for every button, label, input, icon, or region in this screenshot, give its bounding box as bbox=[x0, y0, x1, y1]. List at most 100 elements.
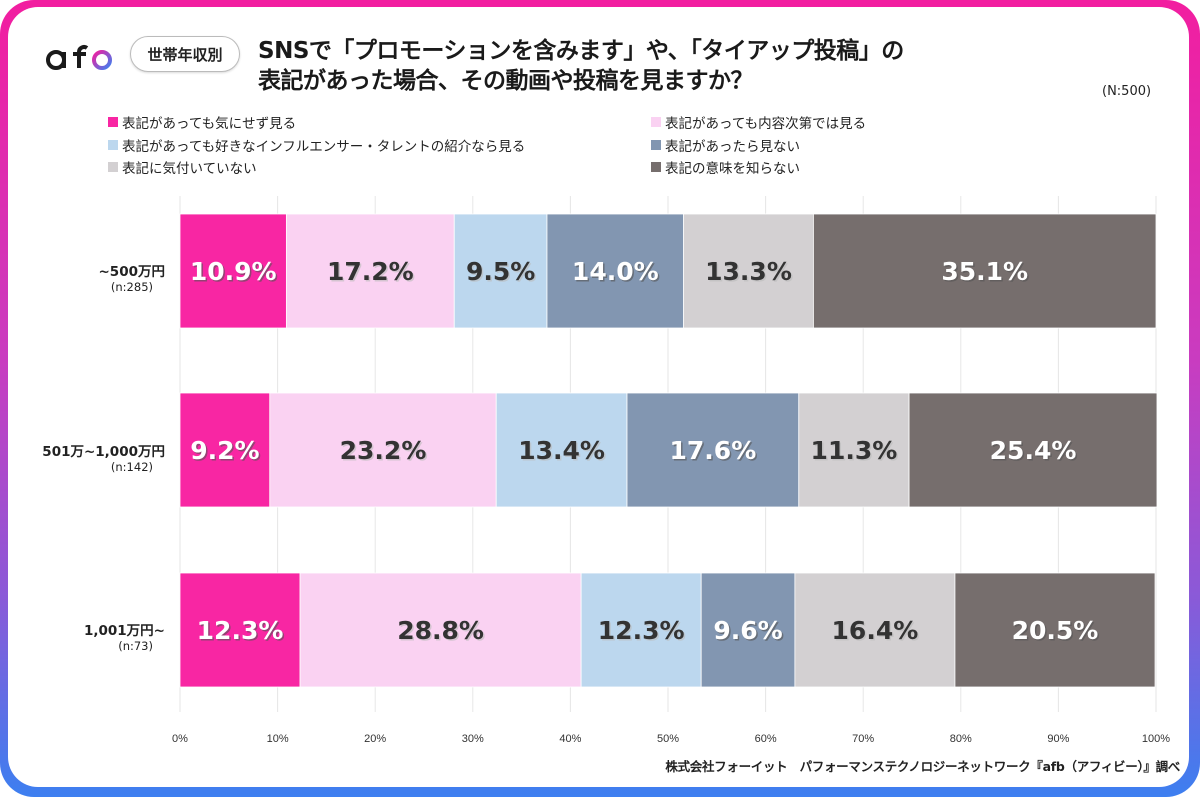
legend-label: 表記があっても好きなインフルエンサー・タレントの紹介なら見る bbox=[122, 138, 526, 155]
data-label-shadow: 13.3% bbox=[707, 259, 794, 288]
data-label-shadow: 20.5% bbox=[1013, 618, 1100, 647]
data-label-shadow: 35.1% bbox=[943, 259, 1030, 288]
legend-left: 表記があっても気にせず見る 表記があっても好きなインフルエンサー・タレントの紹介… bbox=[108, 111, 525, 179]
x-tick-label: 60% bbox=[755, 733, 777, 745]
data-label-shadow: 23.2% bbox=[341, 438, 428, 467]
data-label: 12.3% bbox=[197, 616, 284, 645]
data-label: 35.1% bbox=[941, 257, 1028, 286]
x-tick-label: 90% bbox=[1047, 733, 1069, 745]
legend-item: 表記があっても好きなインフルエンサー・タレントの紹介なら見る bbox=[108, 134, 525, 157]
legend-item: 表記の意味を知らない bbox=[651, 156, 866, 179]
x-tick-label: 20% bbox=[364, 733, 386, 745]
x-tick-label: 50% bbox=[657, 733, 679, 745]
category-label: 501万~1,000万円 (n:142) bbox=[15, 440, 165, 474]
data-label-shadow: 12.3% bbox=[198, 618, 285, 647]
data-label: 12.3% bbox=[598, 616, 685, 645]
data-label-shadow: 9.2% bbox=[192, 438, 261, 467]
category-n: (n:142) bbox=[110, 460, 153, 474]
category-name: 1,001万円~ bbox=[83, 623, 165, 639]
data-label-shadow: 25.4% bbox=[991, 438, 1078, 467]
bar-segment bbox=[700, 572, 796, 688]
legend-swatch bbox=[651, 139, 661, 150]
data-label: 17.6% bbox=[670, 436, 757, 465]
data-label-shadow: 11.3% bbox=[812, 438, 899, 467]
title-line-1: SNSで「プロモーションを含みます」や、「タイアップ投稿」の bbox=[258, 38, 904, 64]
bar-segment bbox=[626, 392, 800, 508]
bar-segment bbox=[908, 392, 1158, 508]
legend-item: 表記があっても内容次第では見る bbox=[651, 111, 866, 134]
legend-item: 表記に気付いていない bbox=[108, 156, 525, 179]
bar-segment bbox=[683, 213, 814, 329]
data-label: 20.5% bbox=[1012, 616, 1099, 645]
x-tick-label: 30% bbox=[462, 733, 484, 745]
x-tick-label: 40% bbox=[559, 733, 581, 745]
category-name: ~500万円 bbox=[98, 264, 166, 280]
legend-swatch bbox=[651, 162, 661, 173]
data-label-shadow: 28.8% bbox=[399, 618, 486, 647]
x-tick-label: 80% bbox=[950, 733, 972, 745]
data-label: 16.4% bbox=[832, 616, 919, 645]
bar-segment bbox=[269, 392, 497, 508]
bar-segment bbox=[546, 213, 685, 329]
bar-segment bbox=[495, 392, 628, 508]
data-label-shadow: 9.6% bbox=[715, 618, 784, 647]
category-label: 1,001万円~ (n:73) bbox=[15, 619, 165, 653]
bar-segment bbox=[794, 572, 956, 688]
title-line-2: 表記があった場合、その動画や投稿を見ますか？ bbox=[258, 68, 754, 94]
category-label: ~500万円 (n:285) bbox=[15, 260, 166, 294]
legend-swatch bbox=[651, 117, 661, 128]
afb-logo-icon bbox=[46, 42, 112, 70]
chart-title: SNSで「プロモーションを含みます」や、「タイアップ投稿」の 表記があった場合、… bbox=[258, 36, 1078, 96]
data-label: 25.4% bbox=[990, 436, 1077, 465]
x-tick-label: 70% bbox=[852, 733, 874, 745]
data-label-shadow: 14.0% bbox=[573, 259, 660, 288]
data-label: 17.2% bbox=[327, 257, 414, 286]
bar-segment bbox=[179, 392, 271, 508]
legend-label: 表記があっても内容次第では見る bbox=[665, 116, 867, 133]
data-label: 28.8% bbox=[397, 616, 484, 645]
bar-segment bbox=[580, 572, 702, 688]
sample-size: (N:500) bbox=[1102, 84, 1152, 99]
data-label: 9.6% bbox=[713, 616, 782, 645]
x-tick-label: 0% bbox=[172, 733, 188, 745]
data-label: 11.3% bbox=[811, 436, 898, 465]
bar-segment bbox=[285, 213, 455, 329]
data-label-shadow: 9.5% bbox=[467, 259, 536, 288]
category-n: (n:73) bbox=[118, 639, 153, 653]
legend-swatch bbox=[108, 117, 118, 128]
data-label-shadow: 13.4% bbox=[520, 438, 607, 467]
x-tick-label: 100% bbox=[1142, 733, 1170, 745]
bar-segment bbox=[299, 572, 582, 688]
data-label-shadow: 16.4% bbox=[833, 618, 920, 647]
category-name: 501万~1,000万円 bbox=[42, 444, 165, 460]
bar-segment bbox=[813, 213, 1157, 329]
legend-right: 表記があっても内容次第では見る 表記があったら見ない 表記の意味を知らない bbox=[651, 111, 866, 179]
data-label: 23.2% bbox=[340, 436, 427, 465]
data-label-shadow: 17.6% bbox=[671, 438, 758, 467]
legend-item: 表記があっても気にせず見る bbox=[108, 111, 525, 134]
source-credit: 株式会社フォーイット パフォーマンステクノロジーネットワーク『afb（アフィビー… bbox=[665, 759, 1180, 774]
data-label-shadow: 10.9% bbox=[191, 259, 278, 288]
data-label: 10.9% bbox=[190, 257, 277, 286]
x-tick-label: 10% bbox=[267, 733, 289, 745]
data-label: 9.5% bbox=[466, 257, 535, 286]
legend-swatch bbox=[108, 162, 118, 173]
data-label: 13.3% bbox=[705, 257, 792, 286]
category-n: (n:285) bbox=[110, 280, 153, 294]
data-label-shadow: 17.2% bbox=[328, 259, 415, 288]
segment-badge: 世帯年収別 bbox=[130, 36, 240, 72]
bar-segment bbox=[798, 392, 910, 508]
legend-label: 表記があっても気にせず見る bbox=[122, 116, 297, 133]
legend-swatch bbox=[108, 139, 118, 150]
data-label: 14.0% bbox=[572, 257, 659, 286]
legend-label: 表記の意味を知らない bbox=[665, 161, 800, 178]
bar-segment bbox=[179, 213, 287, 329]
legend-label: 表記に気付いていない bbox=[122, 161, 257, 178]
data-label-shadow: 12.3% bbox=[599, 618, 686, 647]
legend-item: 表記があったら見ない bbox=[651, 134, 866, 157]
legend-label: 表記があったら見ない bbox=[665, 138, 800, 155]
data-label: 9.2% bbox=[190, 436, 259, 465]
data-label: 13.4% bbox=[518, 436, 605, 465]
afb-logo bbox=[44, 36, 114, 76]
